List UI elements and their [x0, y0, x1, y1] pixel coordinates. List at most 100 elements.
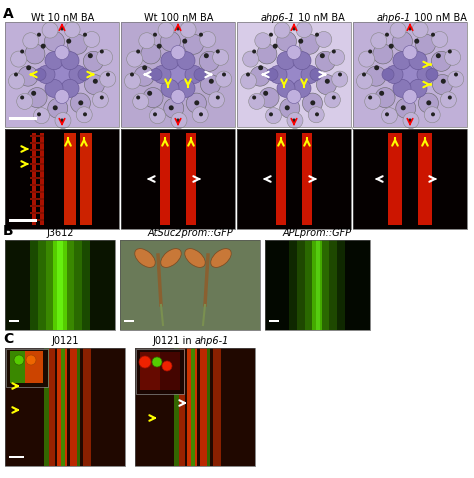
- Bar: [53, 240, 67, 330]
- Circle shape: [158, 22, 174, 38]
- Bar: [276, 133, 286, 225]
- Circle shape: [100, 50, 104, 54]
- Bar: [5, 348, 125, 466]
- Circle shape: [432, 32, 448, 47]
- Circle shape: [209, 92, 224, 108]
- Circle shape: [269, 33, 273, 37]
- Circle shape: [150, 68, 162, 80]
- Circle shape: [31, 91, 36, 96]
- Circle shape: [408, 26, 412, 31]
- Circle shape: [182, 39, 187, 43]
- Circle shape: [222, 73, 226, 76]
- Circle shape: [390, 22, 406, 38]
- Circle shape: [61, 79, 79, 98]
- Circle shape: [403, 45, 417, 59]
- Circle shape: [45, 79, 63, 98]
- Bar: [77, 348, 80, 466]
- Bar: [5, 129, 119, 229]
- Circle shape: [161, 52, 179, 70]
- Circle shape: [266, 68, 278, 80]
- Bar: [64, 133, 76, 225]
- Bar: [30, 184, 44, 185]
- Circle shape: [273, 43, 278, 49]
- Circle shape: [368, 96, 372, 99]
- Circle shape: [183, 34, 203, 54]
- Text: B: B: [3, 224, 14, 238]
- Circle shape: [373, 44, 393, 64]
- Bar: [418, 133, 432, 225]
- Circle shape: [276, 32, 296, 51]
- Circle shape: [338, 73, 342, 76]
- Circle shape: [185, 65, 203, 84]
- Circle shape: [37, 65, 55, 84]
- Bar: [237, 22, 351, 127]
- Circle shape: [403, 112, 419, 129]
- Ellipse shape: [185, 249, 205, 267]
- Circle shape: [293, 79, 311, 98]
- Bar: [5, 129, 119, 229]
- Circle shape: [368, 50, 372, 54]
- Circle shape: [356, 73, 373, 89]
- Circle shape: [100, 96, 104, 99]
- Circle shape: [252, 96, 256, 99]
- Circle shape: [49, 62, 75, 87]
- Circle shape: [252, 50, 256, 54]
- Circle shape: [375, 87, 395, 108]
- Circle shape: [133, 93, 149, 109]
- Circle shape: [417, 65, 435, 84]
- Text: Wt 10 nM BA: Wt 10 nM BA: [31, 13, 95, 23]
- Bar: [289, 240, 345, 330]
- Ellipse shape: [135, 249, 155, 267]
- Circle shape: [97, 49, 113, 65]
- Bar: [57, 348, 67, 466]
- Circle shape: [277, 79, 295, 98]
- Circle shape: [393, 52, 411, 70]
- Circle shape: [152, 357, 162, 367]
- Bar: [5, 240, 115, 330]
- Circle shape: [14, 355, 24, 365]
- Circle shape: [64, 22, 80, 38]
- Circle shape: [71, 93, 91, 113]
- Circle shape: [216, 50, 220, 54]
- Circle shape: [67, 34, 88, 54]
- Circle shape: [382, 108, 398, 124]
- Circle shape: [298, 39, 303, 43]
- Bar: [30, 198, 44, 199]
- Circle shape: [416, 34, 436, 54]
- Circle shape: [18, 66, 38, 86]
- Bar: [9, 456, 24, 458]
- Circle shape: [106, 73, 110, 76]
- Circle shape: [448, 96, 452, 99]
- Circle shape: [382, 68, 394, 80]
- Circle shape: [162, 361, 172, 371]
- Circle shape: [100, 71, 116, 87]
- Text: J3612: J3612: [46, 228, 74, 238]
- Circle shape: [78, 100, 83, 105]
- Circle shape: [200, 51, 219, 71]
- Circle shape: [37, 33, 41, 37]
- Circle shape: [83, 112, 87, 116]
- Circle shape: [328, 49, 345, 65]
- Circle shape: [441, 79, 446, 84]
- Circle shape: [20, 96, 24, 99]
- Circle shape: [292, 26, 296, 31]
- Bar: [353, 22, 467, 127]
- Bar: [6, 349, 48, 387]
- Circle shape: [445, 49, 461, 65]
- Circle shape: [199, 112, 203, 116]
- Circle shape: [139, 33, 155, 49]
- Circle shape: [42, 22, 58, 38]
- Circle shape: [37, 112, 41, 116]
- Circle shape: [255, 33, 271, 49]
- Circle shape: [393, 79, 411, 98]
- Circle shape: [259, 87, 279, 108]
- Bar: [30, 212, 44, 214]
- Circle shape: [176, 119, 180, 122]
- Circle shape: [153, 33, 157, 37]
- Circle shape: [136, 96, 140, 99]
- Circle shape: [454, 73, 458, 76]
- Text: ahp6-1: ahp6-1: [377, 13, 411, 23]
- Circle shape: [200, 32, 216, 47]
- Bar: [5, 22, 119, 127]
- Circle shape: [359, 51, 374, 67]
